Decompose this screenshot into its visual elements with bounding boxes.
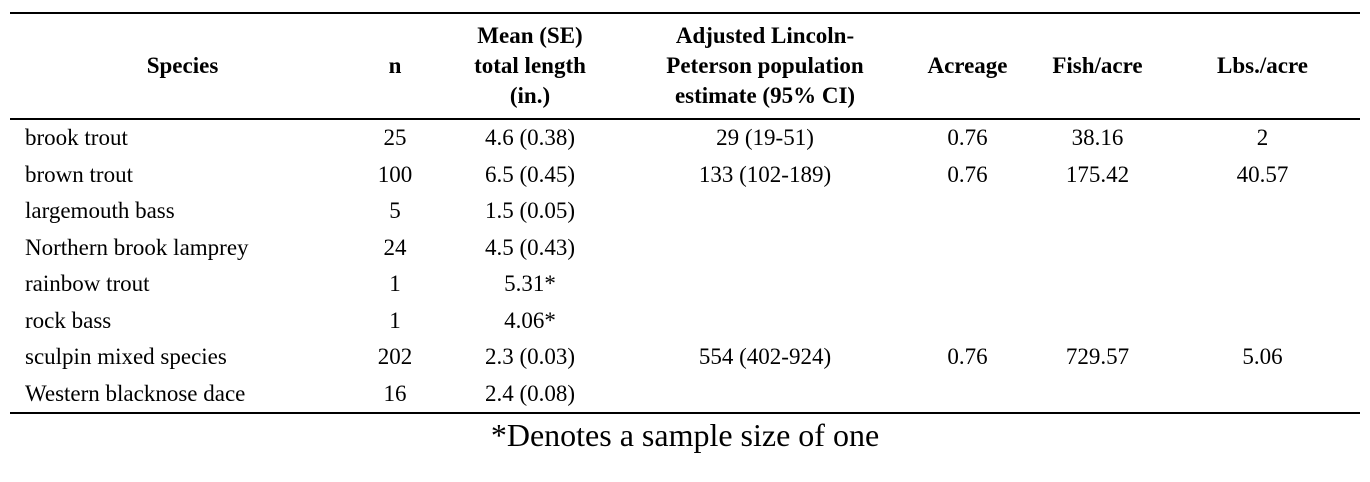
cell-lbs-per-acre (1165, 376, 1360, 414)
table-header: Species n Mean (SE) total length (in.) A… (10, 13, 1360, 120)
cell-n: 100 (377, 161, 413, 187)
cell-fish-per-acre (1030, 230, 1165, 267)
document-page: Species n Mean (SE) total length (in.) A… (0, 12, 1370, 482)
table-row: Northern brook lamprey 24 4.5 (0.43) (10, 230, 1360, 267)
cell-n: 16 (383, 380, 407, 406)
cell-lbs-per-acre: 40.57 (1236, 161, 1289, 187)
cell-lbs-per-acre: 5.06 (1242, 344, 1283, 370)
cell-fish-per-acre (1030, 376, 1165, 414)
table-row: largemouth bass 5 1.5 (0.05) (10, 193, 1360, 230)
table-row: Western blacknose dace 16 2.4 (0.08) (10, 376, 1360, 414)
cell-n: 1 (389, 307, 401, 333)
header-lbs-per-acre: Lbs./acre (1165, 13, 1360, 120)
cell-species: rainbow trout (25, 271, 150, 297)
cell-acreage: 0.76 (947, 125, 988, 151)
cell-n: 5 (389, 198, 401, 224)
cell-mean-se-total-length: 2.4 (0.08) (484, 380, 576, 406)
cell-lbs-per-acre (1165, 303, 1360, 340)
cell-lbs-per-acre (1165, 193, 1360, 230)
cell-acreage: 0.76 (947, 344, 988, 370)
cell-mean-se-total-length: 2.3 (0.03) (484, 344, 576, 370)
cell-lp-population-estimate: 133 (102-189) (698, 161, 832, 187)
cell-lbs-per-acre: 2 (1256, 125, 1269, 151)
cell-lp-population-estimate (625, 193, 905, 230)
cell-n: 24 (383, 234, 407, 260)
fish-survey-table: Species n Mean (SE) total length (in.) A… (10, 12, 1360, 414)
cell-lp-population-estimate: 554 (402-924) (698, 344, 832, 370)
cell-species: brook trout (25, 125, 128, 151)
header-species: Species (10, 13, 355, 120)
header-n: n (355, 13, 435, 120)
header-fish-per-acre: Fish/acre (1030, 13, 1165, 120)
cell-species: sculpin mixed species (25, 344, 227, 370)
table-row: rainbow trout 1 5.31* (10, 266, 1360, 303)
cell-acreage (905, 266, 1030, 303)
header-mean-se-total-length: Mean (SE) total length (in.) (435, 13, 625, 120)
cell-species: Western blacknose dace (25, 380, 246, 406)
cell-acreage (905, 376, 1030, 414)
cell-lbs-per-acre (1165, 230, 1360, 267)
header-acreage: Acreage (905, 13, 1030, 120)
cell-lp-population-estimate (625, 266, 905, 303)
cell-acreage (905, 230, 1030, 267)
header-lincoln-peterson-estimate: Adjusted Lincoln- Peterson population es… (625, 13, 905, 120)
table-header-row: Species n Mean (SE) total length (in.) A… (10, 13, 1360, 120)
cell-lp-population-estimate: 29 (19-51) (716, 125, 814, 151)
cell-n: 1 (389, 271, 401, 297)
cell-fish-per-acre (1030, 266, 1165, 303)
cell-acreage (905, 303, 1030, 340)
cell-species: rock bass (25, 307, 112, 333)
table-row: rock bass 1 4.06* (10, 303, 1360, 340)
cell-mean-se-total-length: 5.31* (504, 271, 556, 297)
cell-mean-se-total-length: 4.5 (0.43) (484, 234, 576, 260)
cell-n: 202 (377, 344, 413, 370)
table-body: brook trout 25 4.6 (0.38) 29 (19-51) 0.76 38.… (10, 119, 1360, 413)
cell-mean-se-total-length: 6.5 (0.45) (484, 161, 576, 187)
cell-mean-se-total-length: 1.5 (0.05) (484, 198, 576, 224)
table-row: sculpin mixed species 202 2.3 (0.03) 554 (4… (10, 339, 1360, 376)
cell-acreage: 0.76 (947, 161, 988, 187)
cell-mean-se-total-length: 4.6 (0.38) (484, 125, 576, 151)
table-row: brook trout 25 4.6 (0.38) 29 (19-51) 0.76 38.… (10, 119, 1360, 157)
cell-fish-per-acre: 175.42 (1065, 161, 1130, 187)
cell-species: largemouth bass (25, 198, 175, 224)
cell-acreage (905, 193, 1030, 230)
table-footnote: *Denotes a sample size of one (490, 417, 880, 453)
cell-species: brown trout (25, 161, 133, 187)
cell-lp-population-estimate (625, 376, 905, 414)
cell-fish-per-acre (1030, 303, 1165, 340)
cell-lbs-per-acre (1165, 266, 1360, 303)
cell-fish-per-acre (1030, 193, 1165, 230)
cell-species: Northern brook lamprey (25, 234, 249, 260)
cell-lp-population-estimate (625, 303, 905, 340)
table-row: brown trout 100 6.5 (0.45) 133 (102-189) 0.7… (10, 157, 1360, 194)
cell-mean-se-total-length: 4.06* (504, 307, 556, 333)
cell-fish-per-acre: 729.57 (1065, 344, 1130, 370)
cell-fish-per-acre: 38.16 (1071, 125, 1124, 151)
cell-lp-population-estimate (625, 230, 905, 267)
cell-n: 25 (383, 125, 407, 151)
